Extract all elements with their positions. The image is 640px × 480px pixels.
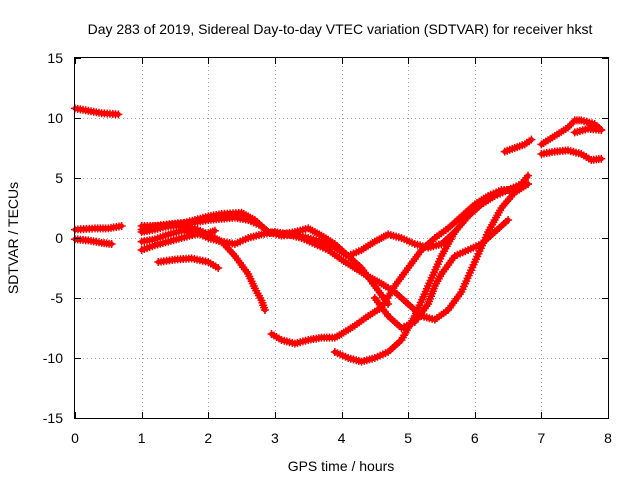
data-point-marker bbox=[260, 306, 269, 314]
data-point-marker bbox=[527, 135, 536, 144]
series-s7 bbox=[137, 180, 532, 324]
data-point-marker bbox=[210, 226, 219, 235]
plot-frame bbox=[74, 57, 609, 419]
chart-title: Day 283 of 2019, Sidereal Day-to-day VTE… bbox=[88, 21, 593, 37]
x-tick-label: 6 bbox=[471, 430, 479, 446]
x-axis-label: GPS time / hours bbox=[288, 458, 395, 474]
x-tick-label: 3 bbox=[271, 430, 279, 446]
series-s12 bbox=[370, 216, 513, 332]
data-series bbox=[71, 104, 606, 366]
series-s3 bbox=[71, 235, 116, 248]
x-tick-label: 0 bbox=[71, 430, 79, 446]
x-tick-label: 8 bbox=[604, 430, 612, 446]
series-s11 bbox=[330, 171, 532, 366]
y-tick-label: -5 bbox=[51, 290, 64, 306]
data-point-marker bbox=[214, 264, 223, 272]
data-point-marker bbox=[117, 222, 126, 230]
series-s16 bbox=[570, 124, 606, 137]
y-tick-label: 10 bbox=[47, 110, 63, 126]
x-tick-label: 7 bbox=[537, 430, 545, 446]
series-s13 bbox=[500, 135, 536, 156]
series-s15 bbox=[537, 146, 606, 164]
x-tick-label: 2 bbox=[204, 430, 212, 446]
series-s1 bbox=[71, 104, 123, 119]
series-line bbox=[269, 181, 531, 347]
x-tick-label: 4 bbox=[338, 430, 346, 446]
y-axis-label: SDTVAR / TECUs bbox=[5, 182, 21, 294]
data-point-marker bbox=[597, 126, 606, 134]
x-tick-label: 5 bbox=[404, 430, 412, 446]
data-point-marker bbox=[569, 118, 577, 127]
y-tick-label: 0 bbox=[55, 230, 63, 246]
y-tick-label: 15 bbox=[47, 50, 63, 66]
y-tick-label: -10 bbox=[43, 350, 63, 366]
data-point-marker bbox=[107, 240, 116, 248]
series-s9 bbox=[154, 254, 223, 272]
y-tick-label: 5 bbox=[55, 170, 63, 186]
series-s8 bbox=[137, 226, 219, 254]
x-tick-label: 1 bbox=[138, 430, 146, 446]
data-point-marker bbox=[524, 171, 532, 180]
axis-ticks: 0 1 2 3 4 5 6 7 8 -15 -10 -5 0 5 10 15 bbox=[43, 50, 612, 446]
data-point-marker bbox=[597, 154, 606, 163]
y-tick-label: -15 bbox=[43, 410, 63, 426]
series-s2 bbox=[71, 222, 126, 234]
data-point-marker bbox=[114, 110, 123, 119]
data-point-marker bbox=[504, 216, 513, 224]
